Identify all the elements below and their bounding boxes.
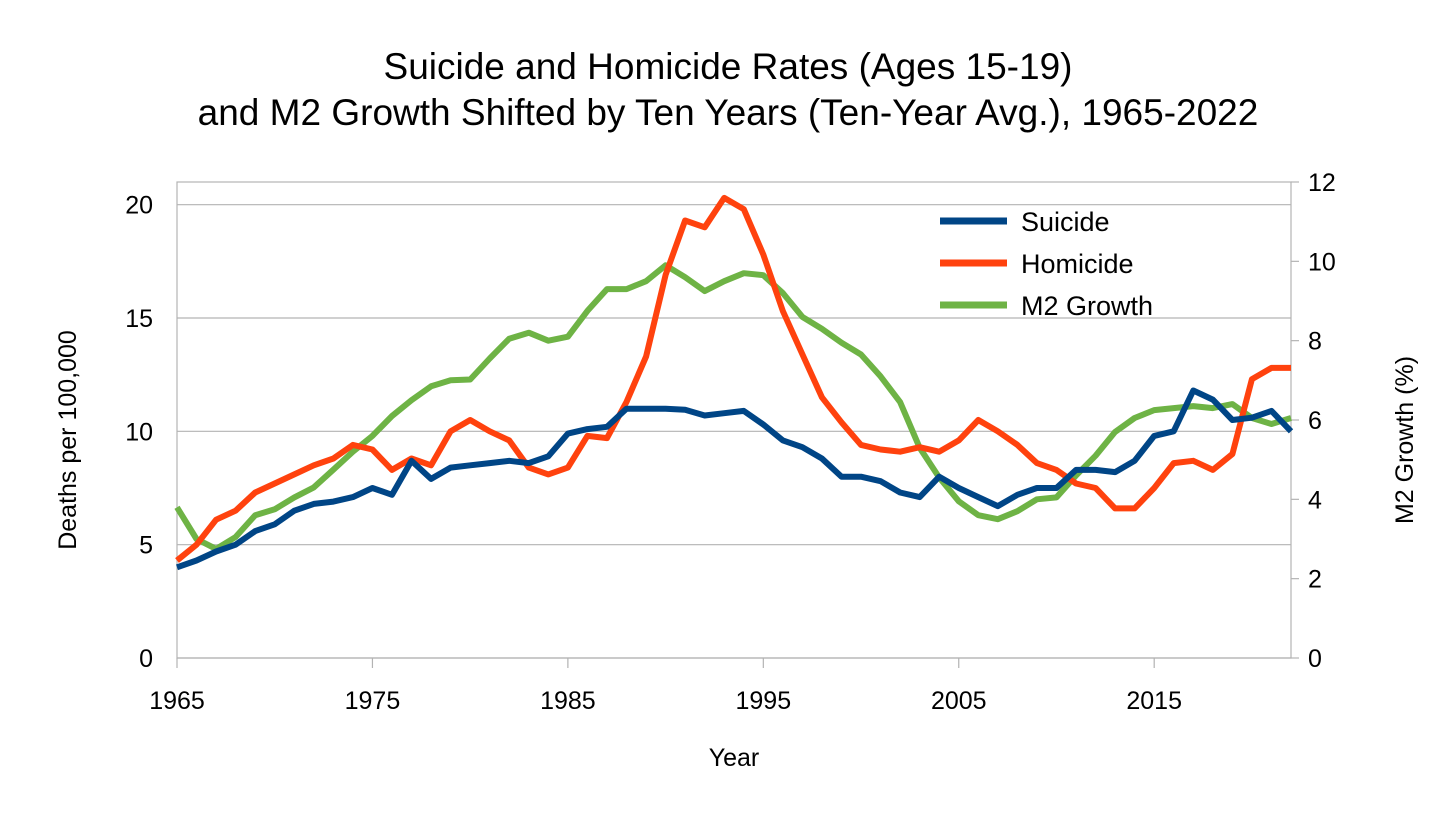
y-right-tick-10: 10 [1308, 248, 1336, 276]
x-tick-1965: 1965 [149, 687, 205, 715]
y-right-tick-8: 8 [1308, 328, 1322, 356]
y-left-tick-10: 10 [125, 418, 153, 446]
x-tick-1975: 1975 [345, 687, 401, 715]
y-left-tick-5: 5 [139, 532, 153, 560]
y-axis-right-label: M2 Growth (%) [1391, 356, 1419, 524]
chart-title: Suicide and Homicide Rates (Ages 15-19) … [198, 46, 1259, 133]
legend-label-m2-growth: M2 Growth [1021, 291, 1153, 321]
y-right-tick-2: 2 [1308, 566, 1322, 594]
chart-title-line-2: and M2 Growth Shifted by Ten Years (Ten-… [198, 92, 1259, 133]
legend: Suicide Homicide M2 Growth [940, 207, 1153, 321]
series-line-homicide [175, 194, 1291, 563]
y-right-tick-12: 12 [1308, 169, 1336, 197]
y-right-tick-0: 0 [1308, 645, 1322, 673]
x-tick-2015: 2015 [1126, 687, 1182, 715]
y-left-tick-0: 0 [139, 645, 153, 673]
chart-title-line-1: Suicide and Homicide Rates (Ages 15-19) [384, 46, 1073, 87]
y-left-tick-20: 20 [125, 192, 153, 220]
legend-label-homicide: Homicide [1021, 249, 1134, 279]
y-axis-left-ticks: 0 5 10 15 20 [125, 192, 153, 673]
x-tick-1985: 1985 [540, 687, 596, 715]
x-tick-2005: 2005 [931, 687, 987, 715]
x-axis-label: Year [709, 744, 760, 772]
y-left-tick-15: 15 [125, 305, 153, 333]
x-axis-ticks: 1965 1975 1985 1995 2005 2015 [149, 658, 1182, 715]
x-tick-1995: 1995 [736, 687, 792, 715]
legend-label-suicide: Suicide [1021, 207, 1110, 237]
series-line-suicide [176, 387, 1294, 571]
y-right-tick-6: 6 [1308, 407, 1322, 435]
y-axis-left-label: Deaths per 100,000 [54, 330, 82, 550]
y-right-tick-4: 4 [1308, 486, 1322, 514]
y-axis-right-ticks: 0 2 4 6 8 10 12 [1291, 169, 1336, 673]
series-line-m2-growth [174, 262, 1292, 552]
series-layer [174, 194, 1294, 571]
